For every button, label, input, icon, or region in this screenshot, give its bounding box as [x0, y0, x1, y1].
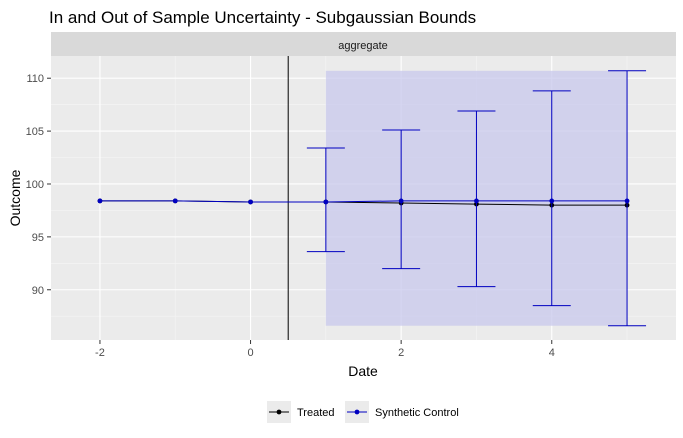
- y-tick-label: 110: [26, 73, 44, 85]
- y-tick-label: 90: [32, 285, 44, 297]
- facet-strip-label: aggregate: [338, 40, 388, 52]
- x-tick-label: 2: [398, 347, 404, 359]
- facet-strip: [51, 32, 676, 56]
- legend-item-synthetic-control: Synthetic Control: [345, 401, 459, 423]
- chart-title: In and Out of Sample Uncertainty - Subga…: [49, 8, 476, 27]
- synthetic-control-line: [99, 200, 628, 203]
- x-tick-label: 4: [549, 347, 555, 359]
- chart-marks: [97, 56, 647, 340]
- legend: Treated Synthetic Control: [267, 401, 459, 423]
- legend-point-treated: [276, 409, 282, 415]
- x-tick-label: -2: [95, 347, 105, 359]
- legend-label-synthetic-control: Synthetic Control: [375, 407, 459, 419]
- y-axis-title: Outcome: [7, 169, 23, 226]
- legend-label-treated: Treated: [297, 407, 335, 419]
- error-bar: [457, 110, 496, 288]
- y-tick-label: 95: [32, 232, 44, 244]
- synthetic-control-point: [248, 199, 253, 205]
- error-bar: [382, 129, 421, 270]
- x-tick-label: 0: [247, 347, 253, 359]
- error-bar: [608, 70, 647, 327]
- error-bar: [532, 90, 571, 307]
- axes: -2 0 2 4 90 95 100 105 110: [26, 73, 555, 359]
- error-bar: [306, 147, 345, 253]
- legend-item-treated: Treated: [267, 401, 335, 423]
- synthetic-control-point: [97, 198, 103, 204]
- synthetic-control-point: [172, 198, 178, 204]
- x-axis-title: Date: [348, 363, 378, 379]
- y-tick-label: 100: [26, 179, 44, 191]
- legend-point-synthetic-control: [354, 409, 360, 415]
- y-tick-label: 105: [26, 126, 44, 138]
